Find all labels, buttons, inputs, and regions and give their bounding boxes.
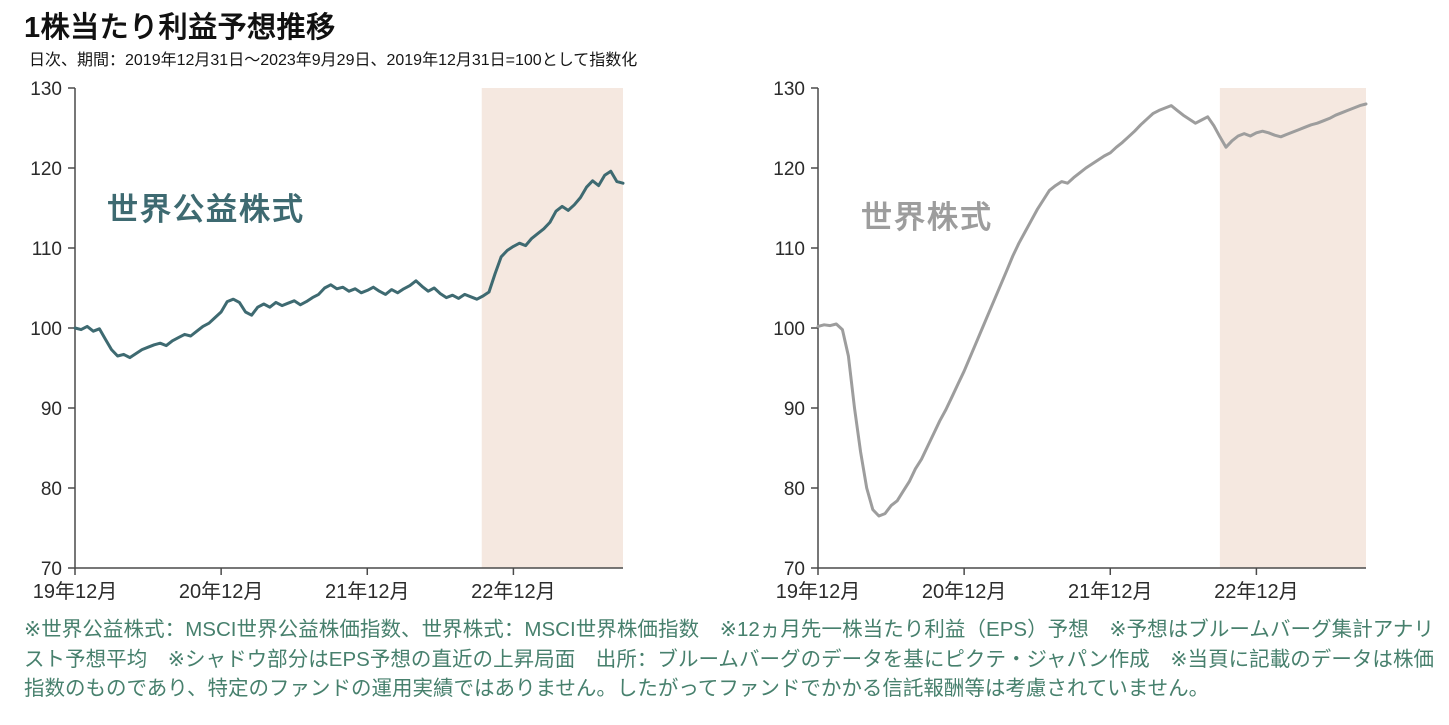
- series-line: [73, 169, 625, 360]
- x-tick-label: 22年12月: [471, 580, 556, 603]
- y-tick-label: 130: [773, 80, 805, 100]
- y-tick-label: 70: [784, 559, 805, 580]
- y-tick-label: 100: [773, 319, 805, 340]
- world-equities-series-label: 世界株式: [861, 200, 993, 235]
- x-tick-label: 20年12月: [922, 580, 1007, 603]
- x-tick-label: 19年12月: [776, 580, 861, 603]
- y-tick-label: 80: [784, 479, 805, 500]
- x-tick-label: 22年12月: [1214, 580, 1299, 603]
- shaded-region: [481, 88, 623, 568]
- shaded-region: [1219, 88, 1366, 568]
- world-utilities-chart: 70 80 90 100 110 120 130 19年12月 20年12月 21年12月 22年1…: [30, 80, 625, 603]
- footnote: ※世界公益株式：MSCI世界公益株価指数、世界株式：MSCI世界株価指数 ※12…: [24, 618, 1434, 701]
- y-tick-label: 110: [775, 239, 805, 260]
- series-line: [816, 102, 1368, 518]
- y-tick-label: 70: [41, 559, 62, 580]
- y-tick-label: 80: [41, 479, 62, 500]
- y-tick-label: 90: [784, 399, 805, 420]
- y-tick-label: 110: [32, 239, 62, 260]
- y-tick-label: 90: [41, 399, 62, 420]
- y-tick-label: 130: [30, 80, 62, 100]
- x-tick-label: 20年12月: [179, 580, 264, 603]
- y-tick-label: 120: [30, 159, 62, 180]
- x-tick-label: 19年12月: [33, 580, 118, 603]
- chart-subtitle: 日次、期間：2019年12月31日～2023年9月29日、2019年12月31日…: [29, 52, 638, 69]
- world-equities-chart: 70 80 90 100 110 120 130 19年12月 20年12月 21年12月 22年1…: [773, 80, 1368, 603]
- x-tick-label: 21年12月: [1068, 580, 1153, 603]
- y-tick-label: 120: [773, 159, 805, 180]
- page-title: 1株当たり利益予想推移: [24, 12, 336, 44]
- y-tick-label: 100: [30, 319, 62, 340]
- x-tick-label: 21年12月: [325, 580, 410, 603]
- world-utilities-series-label: 世界公益株式: [107, 192, 305, 227]
